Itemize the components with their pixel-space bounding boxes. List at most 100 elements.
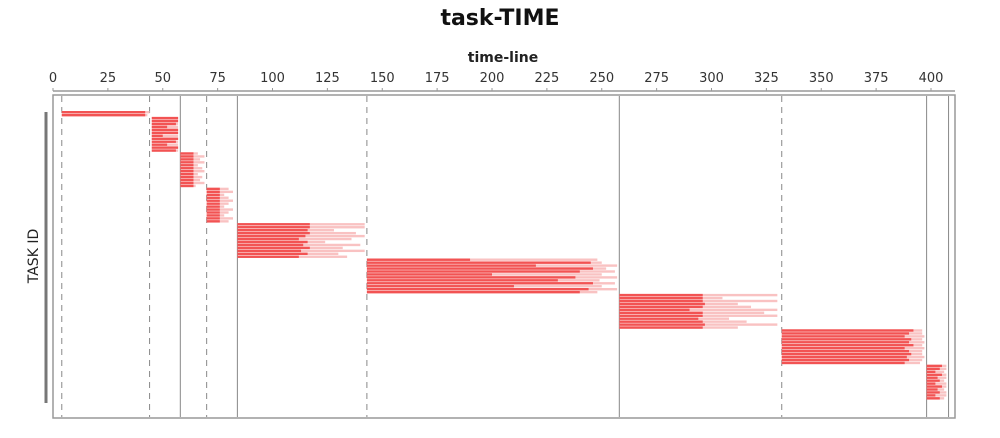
- task-bar: [206, 211, 220, 214]
- task-bar: [61, 113, 146, 117]
- task-bar: [366, 270, 580, 273]
- task-bar: [619, 320, 703, 323]
- task-bar: [781, 335, 905, 338]
- task-bar: [180, 178, 194, 182]
- task-bar: [781, 344, 914, 347]
- x-axis: 0 25 50 75 100 125 150 175 200 225 250 275 300 325 350…: [49, 71, 955, 92]
- x-tick-label: 225: [534, 71, 559, 86]
- task-bar: [151, 125, 168, 129]
- task-bar: [926, 391, 940, 394]
- task-bar-tail: [151, 134, 179, 137]
- task-bar: [366, 264, 536, 267]
- task-bar: [366, 261, 591, 264]
- task-bar: [926, 394, 936, 397]
- task-bar: [206, 214, 220, 217]
- task-bar: [237, 243, 304, 247]
- task-bar: [366, 273, 492, 276]
- task-bar: [926, 388, 938, 391]
- task-bar: [61, 111, 146, 114]
- separator-lines: [61, 96, 950, 417]
- task-bar: [619, 308, 690, 312]
- task-bar: [781, 358, 910, 362]
- task-bar: [619, 311, 703, 314]
- task-bar: [619, 326, 703, 329]
- x-tick-label: 25: [100, 71, 117, 86]
- task-bar: [366, 282, 593, 285]
- task-bar: [180, 170, 194, 173]
- task-bar: [237, 240, 308, 244]
- task-bar: [151, 119, 179, 123]
- task-bar: [180, 175, 194, 179]
- task-bar: [619, 299, 703, 303]
- task-bar: [781, 332, 910, 335]
- plot-frame: [52, 94, 956, 419]
- task-bar: [180, 152, 194, 155]
- task-bar: [781, 349, 910, 353]
- task-bar: [619, 314, 703, 317]
- task-bar: [151, 149, 176, 152]
- task-bar: [366, 276, 576, 279]
- task-bar: [151, 146, 179, 149]
- task-bar: [619, 305, 703, 309]
- task-bar: [180, 172, 194, 176]
- task-bar: [926, 397, 940, 400]
- task-bar-tail: [926, 394, 947, 397]
- task-bar: [781, 352, 912, 356]
- x-tick-label: 300: [699, 71, 724, 86]
- task-bar: [926, 379, 940, 382]
- task-bar-tail: [366, 258, 598, 261]
- task-bar: [366, 285, 514, 288]
- x-tick-label: 350: [809, 71, 834, 86]
- task-bar: [151, 143, 168, 146]
- x-tick-label: 0: [49, 71, 57, 86]
- task-bar: [619, 323, 705, 326]
- task-bar: [180, 181, 194, 185]
- x-tick-label: 400: [919, 71, 944, 86]
- task-bar: [366, 258, 471, 261]
- task-bar: [180, 164, 194, 167]
- x-tick-label: 200: [480, 71, 505, 86]
- task-bar: [781, 338, 912, 341]
- task-bar: [151, 137, 179, 140]
- task-bar: [151, 122, 176, 126]
- x-tick-label: 275: [644, 71, 669, 86]
- task-bar: [180, 161, 194, 164]
- task-bar: [151, 128, 179, 132]
- task-bar: [237, 246, 310, 250]
- x-tick-label: 150: [370, 71, 395, 86]
- task-bar: [151, 140, 176, 143]
- task-bar: [206, 217, 220, 220]
- task-bar: [366, 267, 593, 270]
- task-bar: [151, 116, 179, 120]
- x-tick-label: 325: [754, 71, 779, 86]
- x-tick-label: 100: [260, 71, 285, 86]
- task-bar: [206, 208, 220, 211]
- task-bar: [151, 131, 179, 135]
- task-bars: [61, 111, 947, 400]
- task-bar: [926, 364, 942, 368]
- task-bar: [366, 288, 589, 291]
- task-bar: [926, 382, 936, 385]
- x-tick-label: 375: [864, 71, 889, 86]
- x-tick-label: 250: [589, 71, 614, 86]
- x-tick-label: 125: [315, 71, 340, 86]
- task-bar: [206, 199, 220, 202]
- chart-title: task-TIME: [440, 6, 560, 31]
- task-bar: [237, 234, 306, 238]
- task-bar: [237, 229, 308, 232]
- task-bar: [180, 158, 194, 161]
- task-bar: [926, 367, 940, 371]
- task-bar-tail: [926, 382, 947, 385]
- task-bar: [237, 231, 310, 235]
- task-bar: [237, 255, 299, 258]
- x-tick-label: 175: [425, 71, 450, 86]
- task-bar: [180, 167, 194, 170]
- task-bar: [237, 237, 299, 241]
- task-bar: [619, 302, 705, 306]
- task-bar: [926, 385, 942, 388]
- task-bar: [926, 373, 942, 376]
- task-bar: [619, 317, 699, 320]
- task-bar-tail: [619, 308, 778, 312]
- task-bar: [237, 223, 310, 226]
